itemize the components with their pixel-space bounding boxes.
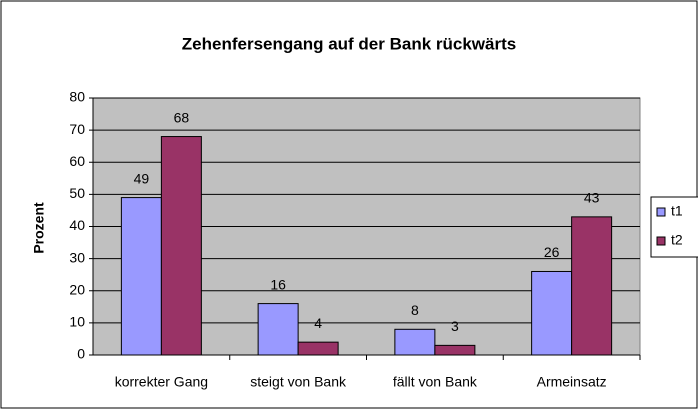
x-tick-label: fällt von Bank [393,374,478,390]
y-tick-label: 70 [69,121,85,137]
legend-box [650,196,698,258]
bar [120,197,162,356]
y-tick-label: 40 [69,217,85,233]
legend-label: t2 [671,232,683,248]
data-label: 49 [134,170,150,186]
legend-label: t1 [671,203,683,219]
bar [531,270,573,356]
bar [434,344,476,356]
x-tick-label: Armeinsatz [537,374,607,390]
x-tick-label: korrekter Gang [115,374,208,390]
data-label: 8 [411,302,419,318]
y-tick-label: 30 [69,249,85,265]
bar [571,216,613,356]
bar [297,341,339,356]
legend-swatch [656,236,666,246]
y-tick-label: 50 [69,185,85,201]
data-label: 4 [314,315,322,331]
data-label: 26 [544,244,560,260]
y-tick-label: 80 [69,89,85,105]
x-tick-label: steigt von Bank [250,374,347,390]
data-label: 16 [270,276,286,292]
bar [160,136,202,356]
chart-title: Zehenfersengang auf der Bank rückwärts [182,34,516,53]
data-label: 3 [451,318,459,334]
bar [257,303,299,356]
bar [394,328,436,356]
legend-swatch [656,207,666,217]
y-axis-label: Prozent [31,202,47,254]
data-label: 68 [174,109,190,125]
y-tick-label: 0 [77,346,85,362]
y-tick-label: 20 [69,281,85,297]
y-tick-label: 60 [69,153,85,169]
data-label: 43 [584,190,600,206]
y-tick-label: 10 [69,314,85,330]
